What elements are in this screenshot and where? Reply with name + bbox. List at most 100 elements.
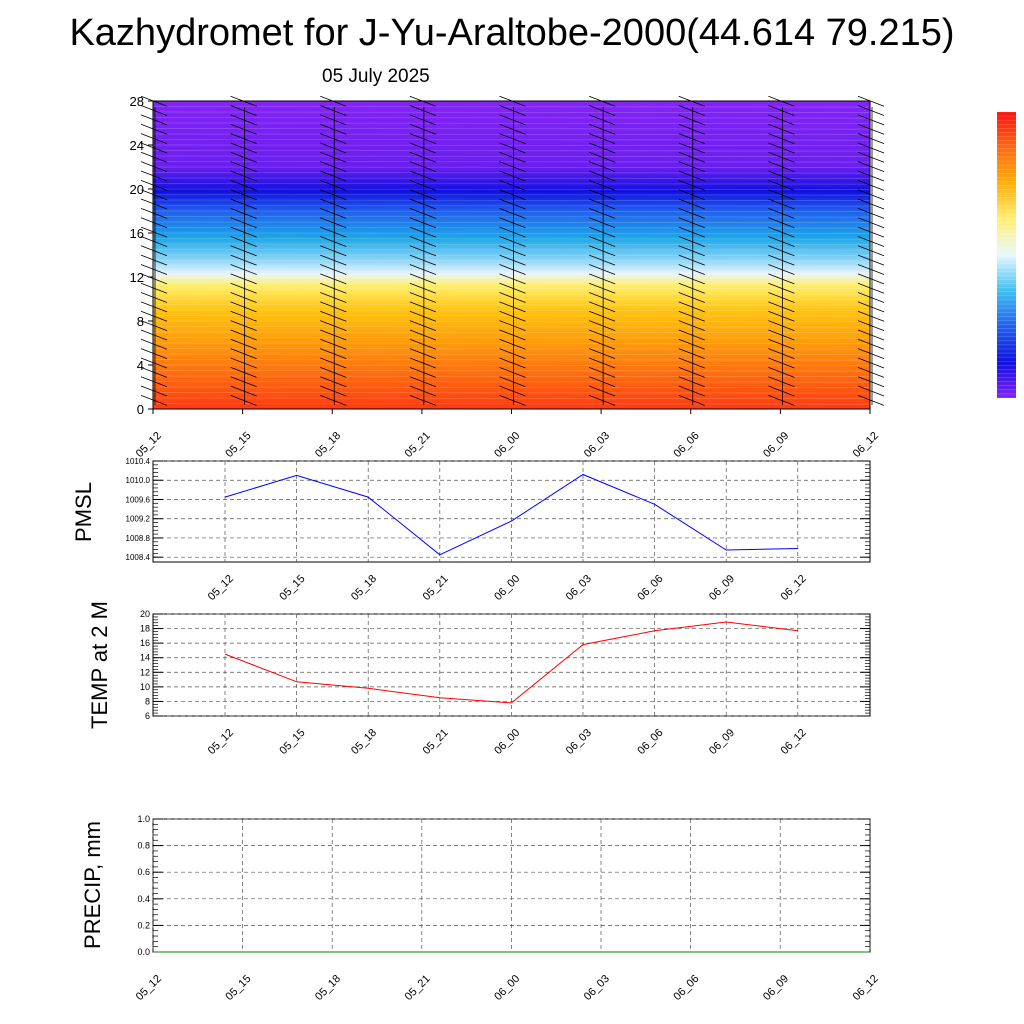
wind-barb: [230, 292, 257, 303]
contour-line: [152, 260, 871, 262]
contour-line: [152, 227, 871, 229]
wind-barb: [857, 385, 885, 397]
wind-barb: [140, 282, 168, 294]
wind-barb: [499, 376, 526, 388]
wind-barb: [320, 226, 347, 238]
wind-barb: [499, 151, 526, 163]
wind-barb: [857, 282, 885, 294]
wind-barb: [499, 338, 526, 350]
wind-barb: [409, 161, 437, 173]
wind-barb: [409, 123, 437, 135]
wind-barb: [678, 385, 705, 397]
wind-barb: [409, 245, 437, 257]
wind-barb: [409, 189, 437, 201]
y-tick-label: 12: [130, 270, 144, 285]
wind-barb: [857, 95, 885, 107]
wind-barb: [857, 338, 885, 350]
contour-line: [152, 172, 871, 174]
wind-barb: [320, 395, 347, 406]
y-tick-label: 1.0: [137, 814, 150, 824]
wind-barb: [678, 123, 705, 135]
wind-barb: [499, 301, 526, 313]
wind-barb: [499, 189, 526, 201]
wind-barb: [768, 310, 795, 322]
wind-barb: [140, 170, 168, 182]
contour-line: [152, 337, 871, 339]
contour-line: [152, 249, 871, 251]
wind-barb: [320, 123, 347, 135]
contour-line: [152, 194, 871, 196]
wind-barb: [499, 264, 526, 275]
wind-barb: [678, 170, 705, 182]
contour-line: [152, 348, 871, 350]
wind-barb: [857, 208, 885, 219]
wind-barb: [140, 236, 168, 247]
x-tick-label: 05_21: [421, 727, 451, 757]
wind-barb: [499, 114, 526, 126]
wind-barb: [857, 366, 885, 378]
wind-barb: [678, 133, 705, 144]
chart-date: 05 July 2025: [322, 66, 430, 87]
wind-barb: [678, 236, 705, 247]
wind-barb: [678, 376, 705, 388]
wind-barb: [588, 189, 616, 201]
wind-barb: [140, 217, 168, 229]
wind-barbs: [140, 95, 885, 406]
wind-barb: [857, 310, 885, 322]
x-tick-label: 05_15: [277, 573, 307, 603]
wind-barb: [678, 395, 705, 406]
wind-barb: [409, 310, 437, 322]
wind-barb: [230, 282, 257, 294]
wind-barb: [768, 114, 795, 126]
x-tick-label: 05_15: [223, 430, 253, 460]
wind-barb: [230, 320, 257, 331]
wind-barb: [857, 179, 885, 191]
wind-barb: [230, 395, 257, 406]
wind-barb: [768, 385, 795, 397]
wind-barb: [857, 105, 885, 116]
y-tick-label: 28: [130, 94, 144, 109]
x-tick-label: 05_15: [223, 973, 253, 1003]
wind-barb: [768, 273, 795, 285]
wind-barb: [499, 198, 526, 210]
wind-barb: [230, 264, 257, 275]
wind-barb: [588, 161, 616, 173]
wind-barb: [857, 301, 885, 313]
contour-line: [152, 111, 871, 113]
wind-barb: [409, 170, 437, 182]
wind-barb: [499, 170, 526, 182]
wind-barb: [140, 105, 168, 116]
wind-barb: [857, 395, 885, 406]
wind-barb: [499, 133, 526, 144]
wind-barb: [678, 264, 705, 275]
contour-line: [152, 265, 871, 267]
wind-barb: [588, 179, 616, 191]
wind-barb: [588, 151, 616, 163]
x-tick-label: 06_12: [851, 430, 881, 460]
wind-barb: [230, 366, 257, 378]
y-tick-label: 1009.6: [126, 495, 151, 504]
contour-line: [152, 397, 871, 399]
contour-line: [152, 331, 871, 333]
y-tick-label: 8: [145, 696, 150, 706]
wind-barb: [768, 151, 795, 163]
contour-line: [152, 381, 871, 383]
wind-barb: [320, 179, 347, 191]
wind-barb: [230, 329, 257, 341]
wind-barb: [768, 338, 795, 350]
wind-barb: [588, 236, 616, 247]
wind-barb: [588, 208, 616, 219]
wind-barb: [857, 198, 885, 210]
wind-barb: [409, 292, 437, 303]
wind-barb: [678, 142, 705, 154]
colorbar: [997, 112, 1016, 398]
y-tick-label: 14: [140, 653, 150, 663]
wind-barb: [409, 226, 437, 238]
wind-barb: [320, 282, 347, 294]
wind-barb: [230, 114, 257, 126]
contour-line: [152, 298, 871, 300]
x-tick-label: 06_12: [851, 973, 881, 1003]
wind-barb: [768, 329, 795, 341]
wind-barb: [857, 142, 885, 154]
wind-barb: [678, 338, 705, 350]
